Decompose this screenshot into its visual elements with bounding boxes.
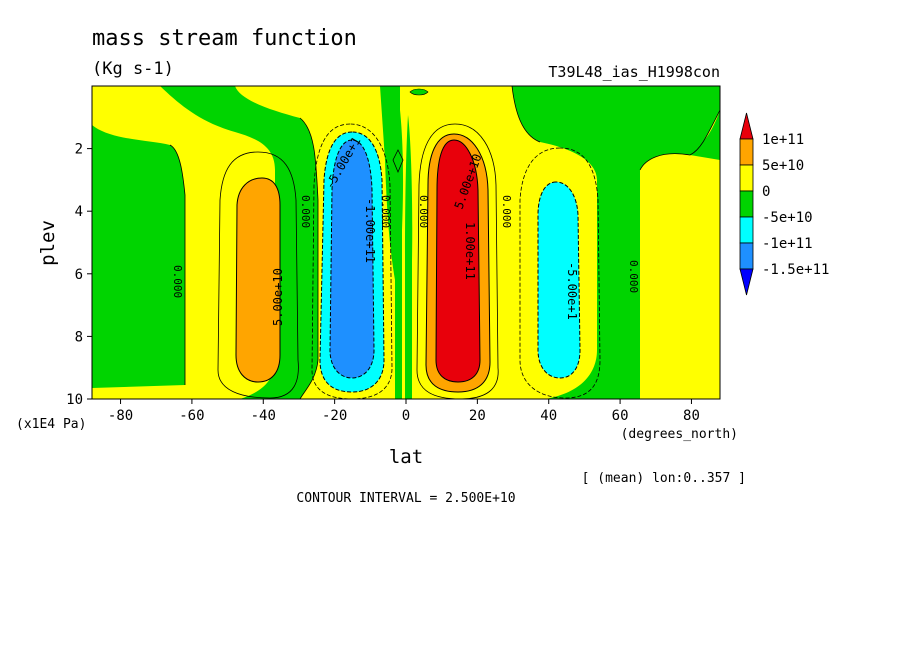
y-tick-label: 10 — [66, 392, 83, 408]
x-tick-label: -40 — [251, 408, 276, 424]
green-region-equatorial — [380, 86, 404, 399]
contour-equator-diamond — [392, 149, 404, 174]
colorbar-label: -1e+11 — [762, 236, 813, 252]
x-tick-label: 40 — [540, 408, 557, 424]
sh-hadley-blue — [329, 139, 375, 379]
contour-label: 5.00e+10 — [271, 268, 285, 326]
chart-subtitle: (Kg s-1) — [92, 59, 174, 79]
x-units: (degrees_north) — [621, 427, 738, 442]
colorbar-label: -5e+10 — [762, 210, 813, 226]
contour-nh-ferrel-outer — [519, 147, 601, 399]
colorbar-swatch — [739, 138, 754, 166]
y-tick-label: 6 — [75, 267, 83, 283]
x-tick-label: -20 — [322, 408, 347, 424]
x-tick-label: -60 — [179, 408, 204, 424]
contour-label: 0.000 — [299, 195, 312, 228]
green-region-sh-polar — [92, 86, 185, 388]
colorbar-swatch — [739, 242, 754, 270]
y-tick-label: 2 — [75, 142, 83, 158]
contour-label: -5.00e+1 — [565, 262, 579, 320]
x-tick-label: 60 — [612, 408, 629, 424]
x-tick-label: 20 — [469, 408, 486, 424]
nh-hadley-red — [435, 139, 481, 383]
green-region-nh-mid — [512, 86, 720, 399]
contour-label: 0.000 — [627, 260, 640, 293]
x-axis: -80 -60 -40 -20 0 20 40 60 80 — [108, 399, 700, 424]
green-region-equator-strip — [405, 115, 413, 399]
y-axis-label: plev — [37, 220, 59, 266]
y-tick-label: 4 — [75, 204, 83, 220]
y-axis: 2 4 6 8 10 — [66, 142, 92, 408]
contour-label: 0.000 — [379, 195, 392, 228]
contour-label: 0.000 — [171, 265, 184, 298]
contour-label: 1.00e+11 — [463, 222, 477, 280]
chart-title: mass stream function — [92, 26, 357, 51]
colorbar-swatch — [739, 268, 754, 296]
contour-zero-nh-polar — [639, 109, 720, 171]
contour-label: 0.000 — [417, 195, 430, 228]
sh-ferrel-orange — [235, 177, 281, 383]
colorbar-swatch — [739, 190, 754, 218]
colorbar-label: 5e+10 — [762, 158, 804, 174]
x-tick-label: -80 — [108, 408, 133, 424]
contour-nh-hadley-outer — [416, 123, 499, 399]
contour-sh-ferrel-outer — [217, 151, 299, 399]
run-label: T39L48_ias_H1998con — [548, 63, 720, 81]
colorbar-swatch — [739, 216, 754, 244]
x-tick-label: 80 — [683, 408, 700, 424]
colorbar-swatch — [739, 164, 754, 192]
green-region-nh-polar — [690, 110, 720, 160]
x-axis-label: lat — [389, 446, 423, 468]
plot-area: 5.00e+10 -1.00e+11 -5.00e+1 5.00e+10 1.0… — [92, 86, 720, 399]
contour-interval: CONTOUR INTERVAL = 2.500E+10 — [296, 491, 515, 506]
colorbar-label: -1.5e+11 — [762, 262, 829, 278]
contour-label: -1.00e+11 — [363, 198, 377, 263]
y-units: (x1E4 Pa) — [16, 417, 86, 432]
nh-ferrel-cyan — [537, 181, 581, 379]
colorbar-label: 0 — [762, 184, 770, 200]
contour-zero-right — [511, 86, 541, 143]
x-tick-label: 0 — [402, 408, 410, 424]
contour-zero-sh-polar — [169, 144, 186, 385]
top-green-dot — [409, 88, 429, 96]
colorbar-swatch — [739, 112, 754, 140]
colorbar: 1e+11 5e+10 0 -5e+10 -1e+11 -1.5e+11 — [739, 112, 829, 296]
colorbar-label: 1e+11 — [762, 132, 804, 148]
mean-note: [ (mean) lon:0..357 ] — [582, 471, 746, 486]
y-tick-label: 8 — [75, 329, 83, 345]
contour-zero-left — [299, 117, 319, 399]
contour-label: 0.000 — [500, 195, 513, 228]
